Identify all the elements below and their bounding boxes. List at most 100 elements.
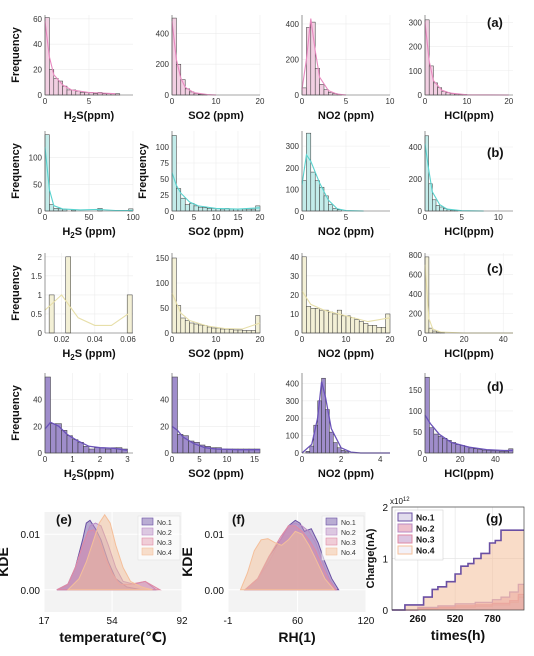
x-tick-label: 780 [484,614,501,625]
histogram-bar [202,325,208,334]
x-tick-label: 10 [212,97,221,106]
histogram-bar [177,434,184,454]
histogram-bar [250,330,256,334]
x-tick-label: 2 [98,455,103,464]
histogram-bar [481,449,487,454]
x-tick-label: 0 [423,335,428,344]
x-axis-label: NO2 (ppm) [318,468,375,480]
x-tick-label: -1 [224,616,233,627]
histogram-bar [193,323,199,334]
legend-swatch [141,537,154,546]
legend-label: No.2 [341,530,356,537]
histogram-bar [486,450,492,454]
x-tick-label: 0.04 [87,335,103,344]
histogram-bar [380,327,386,334]
kde-curve [171,292,261,330]
x-tick-label: 0 [300,97,305,106]
y-tick-label: 200 [409,43,423,52]
y-tick-label: 0 [418,329,423,338]
plot-frame [391,506,525,611]
y-tick-label: 0 [38,449,43,458]
y-axis-label: KDE [0,547,11,577]
y-tick-label: 2 [38,253,43,262]
x-tick-label: 0 [170,97,175,106]
x-tick-label: 0 [423,455,428,464]
y-tick-label: 0 [165,329,170,338]
histogram-bar [341,315,347,334]
histogram-panel-c-1: 0 0.5 1 1.5 2 0.02 0.04 0.06 H2S (ppm) Frequency [10,253,136,362]
y-tick-label: 400 [409,290,423,299]
x-tick-label: 4 [378,455,383,464]
legend-swatch [397,534,413,544]
x-tick-label: 0 [170,335,175,344]
histogram-panel-d-2: 0 20 40 0 5 10 15 SO2 (ppm) [160,373,261,480]
x-tick-label: 20 [504,97,513,106]
histogram-bar [66,89,72,96]
y-tick-label: 0 [295,449,300,458]
y-axis-label: Frequency [10,142,22,199]
histogram-bar [171,376,178,454]
y-tick-label: 60 [33,15,42,24]
x-tick-label: 120 [358,616,375,627]
histogram-bar [328,204,334,212]
y-tick-label: 300 [286,142,300,151]
panel-label-c: (c) [487,261,503,276]
y-tick-label: 100 [156,279,170,288]
x-tick-label: 40 [491,455,500,464]
legend-swatch [141,517,154,526]
histogram-bar [473,448,479,454]
x-tick-label: 520 [447,614,464,625]
histogram-bar [332,313,338,334]
histogram-bar [193,205,199,212]
kde-curve [171,425,260,451]
y-tick-label: 40 [33,396,42,405]
y-tick-label: 75 [160,159,169,168]
histogram-panel-a-2: 0 200 400 0 10 20 SO2 (ppm) [156,15,265,122]
histogram-panel-a-1: 0 20 40 60 0 5 H2S(ppm) Frequency [10,15,133,124]
y-tick-label: 0.00 [205,586,225,597]
histogram-bar [180,317,186,334]
legend-label: No.3 [157,540,172,547]
x-tick-label: 0 [423,213,428,222]
x-tick-label: 3 [125,455,130,464]
x-tick-label: 5 [344,97,349,106]
x-axis-label: H2S (ppm) [62,226,116,240]
y-tick-label: 150 [156,254,170,263]
y-tick-label: 400 [409,143,423,152]
histogram-bar [432,199,437,212]
histogram-bar [468,447,474,454]
x-tick-label: 5 [344,213,349,222]
x-tick-label: 10 [342,335,351,344]
histogram-bar [459,445,465,454]
histogram-bar [79,92,85,96]
x-tick-label: 0 [300,335,305,344]
kde-curve [424,414,513,452]
y-tick-label: 200 [286,164,300,173]
histogram-bar [53,78,59,96]
histogram-bar [314,180,320,212]
histogram-bar [94,447,101,454]
x-tick-label: 0 [423,97,428,106]
histogram-bar [442,438,448,454]
y-tick-label: 1 [382,555,388,566]
histogram-bar [198,324,204,334]
histogram-bar [385,313,391,334]
y-tick-label: 0 [418,449,423,458]
histogram-bar [464,446,470,454]
y-axis-label: Frequency [10,26,22,83]
y-tick-label: 40 [33,40,42,49]
histogram-panel-b-2: 0 25 50 75 100 0 5 10 15 20 SO2 (ppm) Frequency [137,131,265,238]
x-tick-label: 10 [494,213,503,222]
y-multiplier: x1012 [390,497,410,506]
kde-curve [171,172,261,210]
x-tick-label: 40 [499,335,508,344]
y-tick-label: 100 [409,67,423,76]
histogram-bar [433,433,439,454]
histogram-bar [437,435,443,454]
x-tick-label: 0.06 [120,335,136,344]
x-tick-label: 15 [234,213,243,222]
x-axis-label: SO2 (ppm) [188,226,244,238]
histogram-bar [180,197,186,212]
x-tick-label: 0 [43,213,48,222]
